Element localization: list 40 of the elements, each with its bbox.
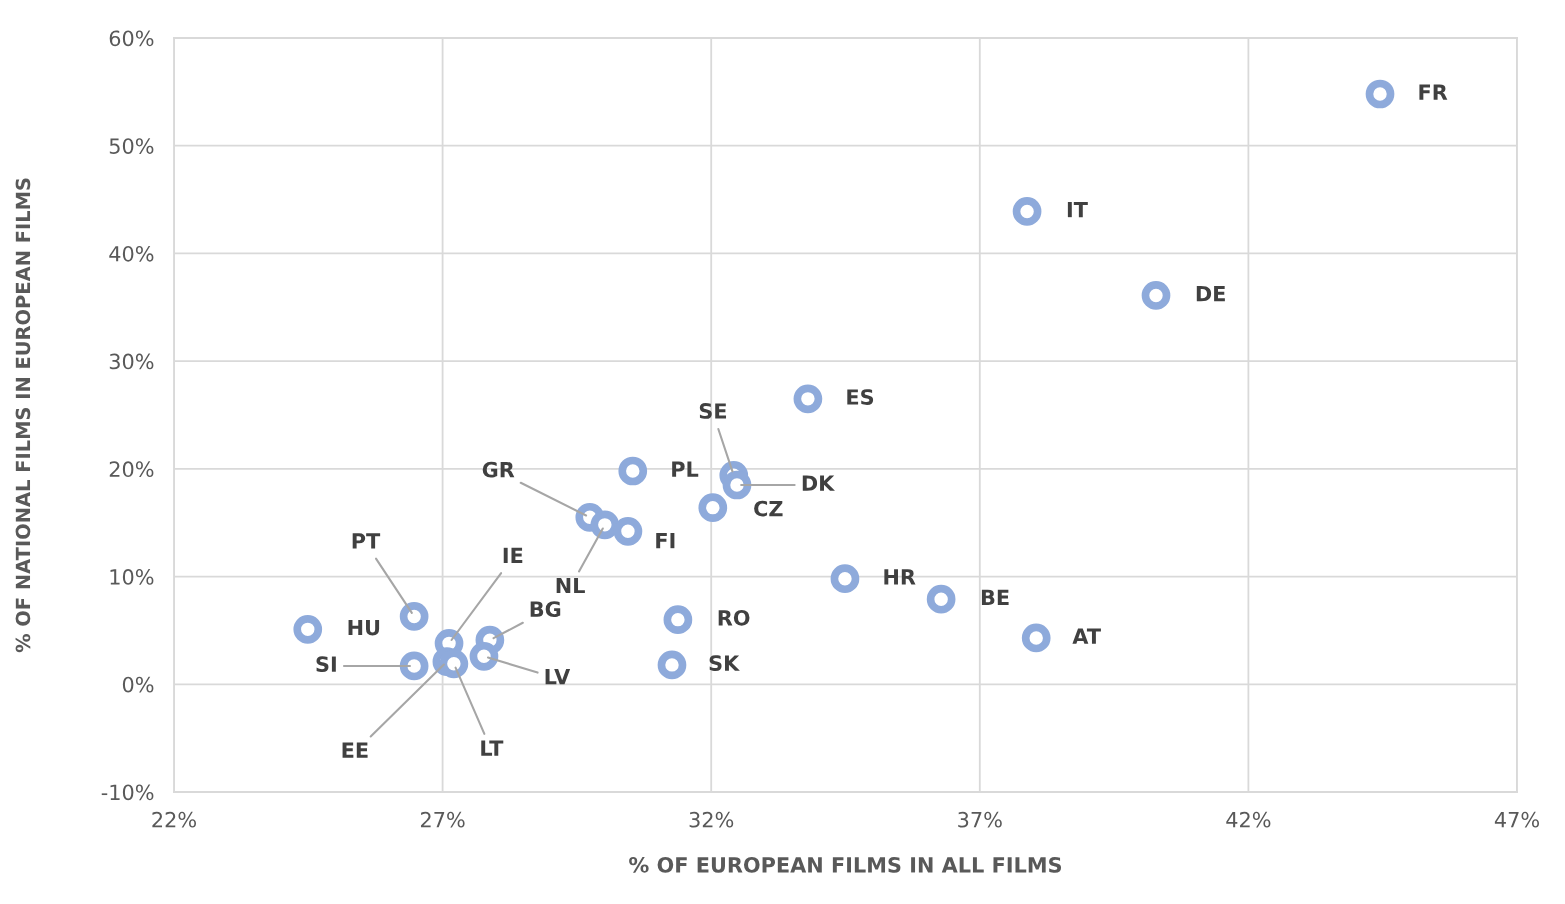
annotation: SE: [699, 403, 727, 419]
annotation: LV: [545, 669, 571, 685]
annotation: HU: [348, 619, 380, 636]
y-tick-label: -10%: [101, 784, 154, 801]
annotation: BE: [981, 589, 1009, 605]
annotation: RO: [718, 609, 750, 626]
annotation: HR: [884, 569, 916, 585]
annotation: ES: [847, 389, 874, 405]
y-tick-label: 40%: [109, 245, 154, 262]
annotation: EE: [342, 742, 368, 758]
annotation: SI: [316, 656, 336, 673]
x-tick-label: 47%: [1494, 811, 1539, 828]
annotation: LT: [481, 740, 504, 756]
annotation: DK: [802, 475, 835, 491]
annotation: AT: [1072, 628, 1101, 644]
annotation: BG: [530, 601, 561, 617]
y-tick-label: 50%: [109, 138, 154, 154]
y-tick-label: 60%: [109, 30, 154, 47]
x-tick-label: 27%: [420, 811, 465, 828]
annotation: IE: [503, 547, 523, 563]
x-axis-title: % OF EUROPEAN FILMS IN ALL FILMS: [629, 856, 1062, 873]
annotation: FR: [1419, 84, 1448, 100]
y-tick-label: 30%: [109, 353, 154, 370]
annotation: IT: [1067, 201, 1088, 218]
x-tick-label: 32%: [689, 811, 734, 828]
annotation: PL: [672, 461, 699, 477]
annotation: CZ: [754, 500, 783, 517]
annotation: FI: [656, 533, 675, 549]
y-tick-label: 0%: [122, 676, 154, 693]
annotation: SK: [709, 655, 740, 671]
annotation: DE: [1196, 286, 1225, 302]
y-tick-label: 10%: [110, 569, 154, 585]
annotation: GR: [482, 461, 515, 478]
x-tick-label: 37%: [958, 811, 1002, 828]
annotation: PT: [352, 533, 381, 549]
x-tick-label: 22%: [152, 811, 196, 828]
y-axis-title: % OF NATIONAL FILMS IN EUROPEAN FILMS: [15, 178, 31, 653]
y-tick-label: 20%: [109, 461, 154, 478]
annotation: NL: [556, 577, 585, 594]
x-tick-label: 42%: [1226, 811, 1271, 828]
